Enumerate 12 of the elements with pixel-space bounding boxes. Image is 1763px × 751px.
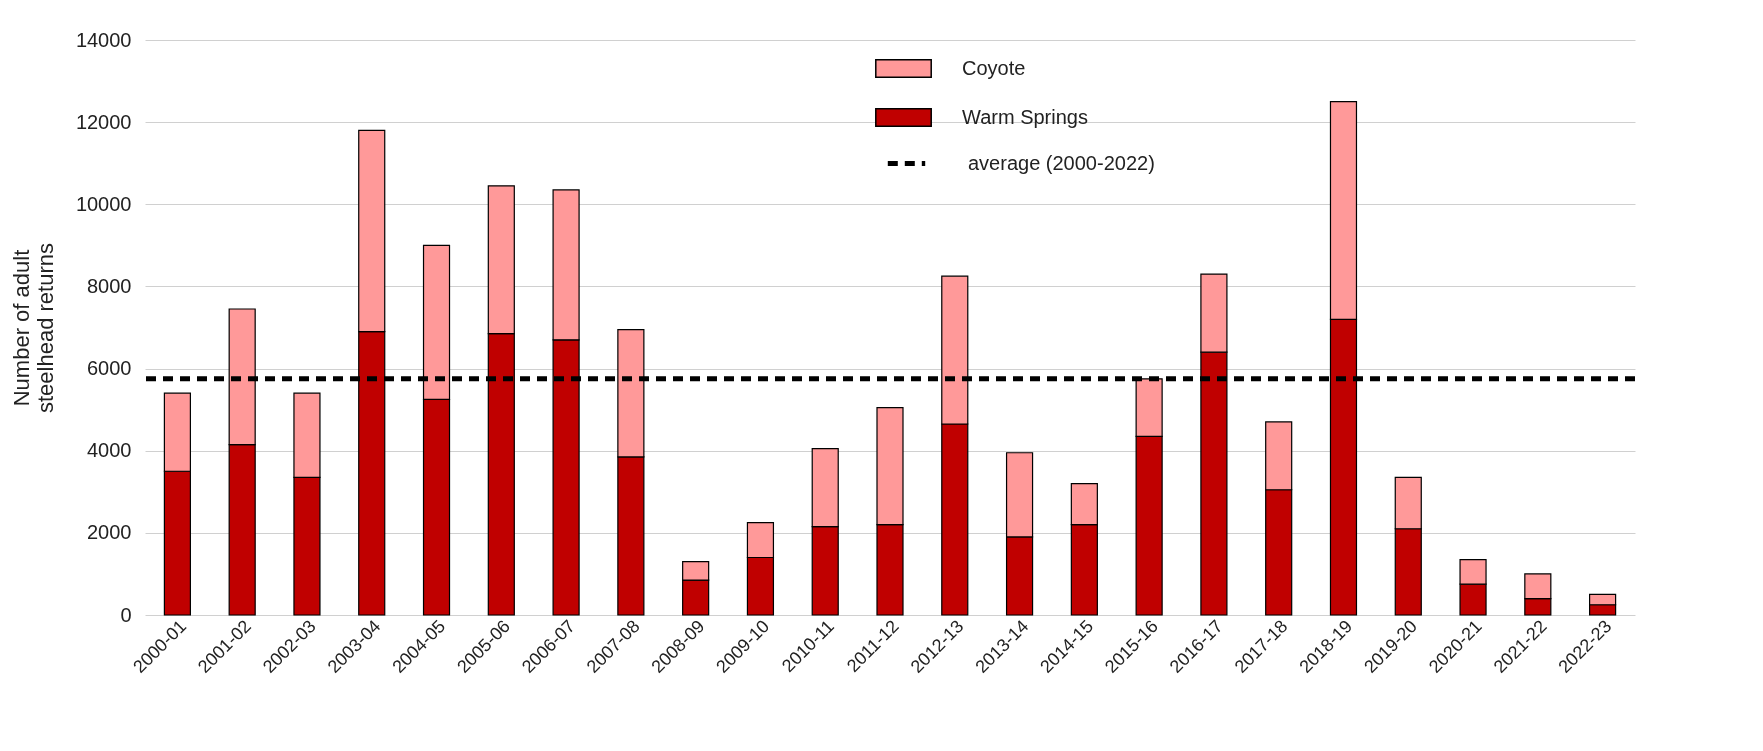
legend-label: Coyote (962, 56, 1026, 79)
y-tick-label: 8000 (87, 274, 132, 297)
y-tick-label: 12000 (75, 110, 132, 133)
y-tick-label: 10000 (75, 192, 132, 215)
y-tick-label: 6000 (87, 357, 132, 380)
y-tick-label: 4000 (87, 439, 132, 462)
y-tick-label: 0 (120, 603, 132, 626)
y-tick-label: 14000 (75, 28, 132, 51)
legend-label: average (2000-2022) (968, 151, 1155, 174)
y-tick-label: 2000 (87, 521, 132, 544)
y-axis-title: Number of adult steelhead returns (8, 243, 58, 413)
legend-label: Warm Springs (962, 105, 1088, 128)
